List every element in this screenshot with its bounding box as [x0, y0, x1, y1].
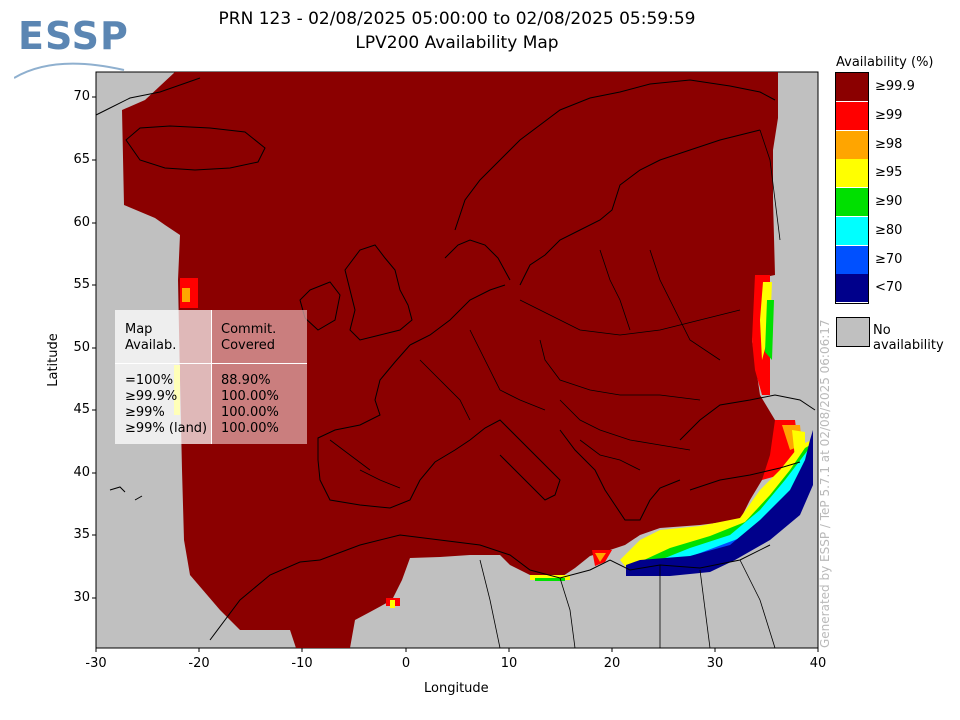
- y-tick-label: 35: [73, 527, 90, 542]
- legend-label: ≥70: [875, 251, 903, 267]
- table-cell: ≥99.9%: [125, 389, 178, 404]
- stats-header-map: Map Availab.: [125, 322, 177, 353]
- tick-marks: [92, 96, 819, 652]
- stats-map-values: =100% ≥99.9% ≥99% ≥99% (land): [125, 373, 207, 437]
- legend-swatch: [836, 216, 868, 245]
- na-coast-green: [535, 578, 565, 581]
- map-subtitle: LPV200 Availability Map: [355, 33, 559, 53]
- legend-label: ≥80: [875, 222, 903, 238]
- stats-col-covered: [211, 310, 307, 444]
- se-yellow: [620, 440, 812, 572]
- table-cell: =100%: [125, 373, 174, 388]
- legend-label: <70: [875, 280, 903, 296]
- legend-swatch: [836, 130, 868, 159]
- y-tick-label: 60: [73, 215, 90, 230]
- essp-logo: ESSP: [14, 14, 132, 80]
- map-title: PRN 123 - 02/08/2025 05:00:00 to 02/08/2…: [218, 9, 696, 29]
- y-tick-label: 55: [73, 277, 90, 292]
- no-availability-swatch: [836, 317, 870, 347]
- x-tick-label: -30: [85, 656, 107, 671]
- legend-swatch: [836, 101, 868, 130]
- table-cell: 88.90%: [221, 373, 271, 388]
- na-coast-yellow: [530, 575, 570, 580]
- y-axis-label: Latitude: [46, 333, 61, 387]
- x-tick-label: 30: [706, 656, 724, 671]
- legend-swatch: [836, 188, 868, 216]
- west-edge-orange: [182, 288, 190, 302]
- legend-label: ≥99: [875, 107, 903, 123]
- legend-label: ≥99.9: [875, 79, 915, 94]
- na-coast-orange: [595, 553, 606, 562]
- legend-swatch: [836, 245, 868, 274]
- x-tick-label: 40: [809, 656, 827, 671]
- table-cell: 100.00%: [221, 389, 279, 404]
- legend-label: ≥90: [875, 194, 903, 209]
- generated-by-text: Generated by ESSP / TeP 5.7.1 at 02/08/2…: [818, 319, 832, 648]
- coverage-region: [122, 72, 790, 648]
- logo-text: ESSP: [18, 14, 129, 58]
- x-tick-label: -20: [188, 656, 210, 671]
- stats-col-map: [115, 310, 211, 444]
- y-tick-label: 65: [73, 152, 90, 167]
- x-tick-label: -10: [291, 656, 313, 671]
- y-tick-label: 40: [73, 465, 90, 480]
- legend-swatch: [836, 159, 868, 188]
- legend-label: ≥95: [875, 165, 903, 181]
- y-tick-label: 70: [73, 89, 90, 104]
- table-cell: 100.00%: [221, 421, 279, 436]
- table-cell: ≥99%: [125, 405, 165, 420]
- y-tick-label: 50: [73, 340, 90, 355]
- stats-header-covered: Commit. Covered: [221, 322, 277, 353]
- legend-title: Availability (%): [836, 55, 934, 70]
- legend-label: ≥98: [875, 136, 903, 152]
- legend-swatch: [836, 73, 868, 101]
- country-borders: [329, 129, 781, 649]
- table-cell: 100.00%: [221, 405, 279, 420]
- x-tick-label: 20: [603, 656, 621, 671]
- x-tick-label: 10: [500, 656, 518, 671]
- logo-swoosh-icon: [14, 62, 125, 79]
- se-dark-blue: [626, 430, 813, 576]
- stats-covered-values: 88.90% 100.00% 100.00% 100.00%: [221, 373, 279, 437]
- east-green-band: [765, 300, 774, 360]
- table-cell: ≥99% (land): [125, 421, 208, 436]
- sw-edge-yellow: [390, 600, 395, 608]
- no-availability-label: No availability: [873, 323, 944, 353]
- stats-table: Map Availab. Commit. Covered =100% ≥99.9…: [115, 310, 307, 444]
- x-axis-label: Longitude: [424, 681, 489, 696]
- y-tick-label: 30: [73, 590, 90, 605]
- legend-swatch: [836, 274, 868, 303]
- x-tick-label: 0: [401, 656, 411, 671]
- y-tick-label: 45: [73, 402, 90, 417]
- stats-divider: [211, 310, 212, 444]
